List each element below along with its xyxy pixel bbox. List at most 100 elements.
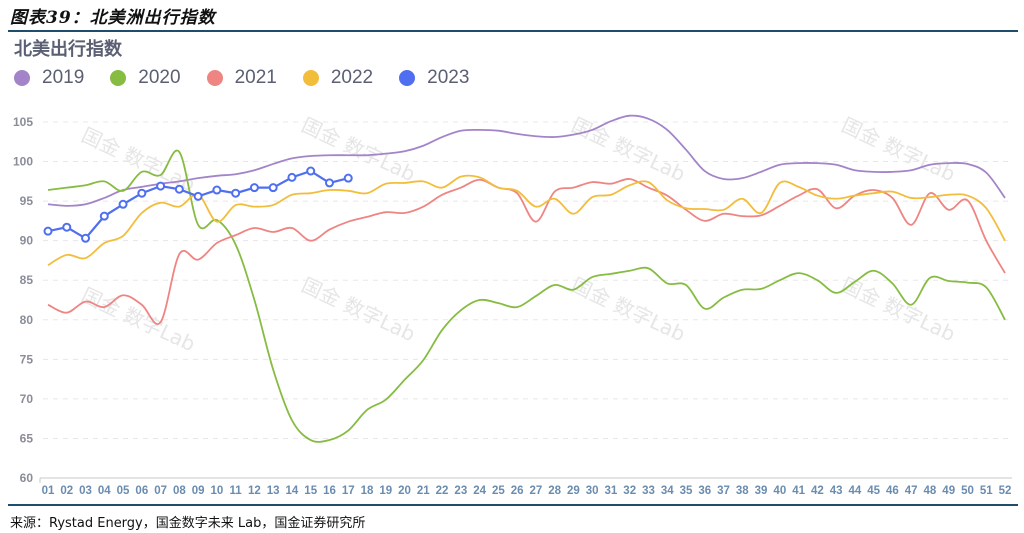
x-tick-label: 07 xyxy=(154,485,167,497)
legend-item-2023[interactable]: 2023 xyxy=(399,67,469,89)
x-tick-label: 14 xyxy=(286,485,299,497)
x-tick-label: 02 xyxy=(60,485,73,497)
x-tick-label: 31 xyxy=(605,485,618,497)
x-tick-label: 19 xyxy=(379,485,392,497)
x-tick-label: 22 xyxy=(436,485,449,497)
x-tick-label: 06 xyxy=(135,485,148,497)
x-tick-label: 40 xyxy=(773,485,786,497)
data-point-2023 xyxy=(268,183,278,193)
series-lines xyxy=(43,114,1006,443)
data-point-2023 xyxy=(43,226,53,236)
series-line-2021 xyxy=(47,178,1006,325)
x-tick-label: 37 xyxy=(717,485,730,497)
x-axis: 01 02 03 04 05 06 07 08 09 10 11 12 13 14 15 16 17 18 19 20… xyxy=(39,477,1012,497)
watermark: 国金 数字Lab xyxy=(298,273,419,347)
y-tick-label: 60 xyxy=(20,471,34,485)
y-tick-label: 65 xyxy=(20,431,34,445)
x-tick-label: 03 xyxy=(79,485,92,497)
legend-item-2020[interactable]: 2020 xyxy=(110,67,181,89)
x-tick-label: 50 xyxy=(961,485,974,497)
watermark: 国金 数字Lab xyxy=(838,113,959,187)
watermark: 国金 数字Lab xyxy=(568,113,689,187)
series-2023 xyxy=(43,166,353,243)
x-tick-label: 21 xyxy=(417,485,430,497)
data-point-2023 xyxy=(287,172,297,182)
legend-marker xyxy=(110,70,127,86)
legend-item-2021[interactable]: 2021 xyxy=(206,67,277,89)
y-tick-label: 95 xyxy=(20,194,34,208)
x-tick-label: 11 xyxy=(230,485,243,497)
gridlines xyxy=(43,121,1010,439)
x-tick-label: 47 xyxy=(905,485,918,497)
bottom-divider xyxy=(8,504,1018,506)
x-tick-label: 33 xyxy=(642,485,655,497)
x-tick-label: 12 xyxy=(248,485,261,497)
legend-marker xyxy=(302,70,319,86)
data-point-2023 xyxy=(62,222,72,232)
series-line-2020 xyxy=(47,149,1006,443)
series-2021 xyxy=(47,178,1006,325)
x-tick-label: 24 xyxy=(473,485,486,497)
data-point-2023 xyxy=(324,178,334,188)
legend-marker xyxy=(399,70,416,86)
data-point-2023 xyxy=(231,188,241,198)
x-tick-label: 44 xyxy=(848,485,861,497)
x-tick-label: 16 xyxy=(323,485,336,497)
x-tick-label: 51 xyxy=(980,485,993,497)
data-point-2023 xyxy=(118,199,128,209)
series-2020 xyxy=(47,149,1006,443)
x-tick-label: 27 xyxy=(529,485,542,497)
data-point-2023 xyxy=(81,233,91,243)
x-tick-label: 45 xyxy=(867,485,880,497)
x-tick-label: 20 xyxy=(398,485,411,497)
y-tick-label: 75 xyxy=(20,352,34,366)
legend-label: 2020 xyxy=(138,67,181,88)
data-point-2023 xyxy=(137,188,147,198)
chart-title: 北美出行指数 xyxy=(14,39,122,60)
x-tick-label: 41 xyxy=(792,485,805,497)
x-tick-label: 01 xyxy=(42,485,55,497)
top-divider xyxy=(8,30,1018,32)
x-tick-label: 25 xyxy=(492,485,505,497)
x-tick-label: 39 xyxy=(755,485,768,497)
x-tick-label: 36 xyxy=(698,485,711,497)
x-tick-label: 17 xyxy=(342,485,355,497)
x-tick-label: 23 xyxy=(454,485,467,497)
series-2019 xyxy=(47,114,1006,207)
data-point-2023 xyxy=(343,173,353,183)
x-tick-label: 42 xyxy=(811,485,824,497)
x-tick-label: 49 xyxy=(942,485,955,497)
legend: 2019 2020 2021 2022 2023 xyxy=(14,67,495,89)
x-tick-label: 30 xyxy=(586,485,599,497)
data-point-2023 xyxy=(193,191,203,201)
data-point-2023 xyxy=(306,166,316,176)
y-axis: 60 65 70 75 80 85 90 95 100 105 xyxy=(13,115,33,485)
legend-item-2022[interactable]: 2022 xyxy=(302,67,373,89)
x-tick-label: 04 xyxy=(98,485,111,497)
x-tick-label: 29 xyxy=(567,485,580,497)
x-tick-label: 09 xyxy=(192,485,205,497)
y-tick-label: 85 xyxy=(20,273,34,287)
y-tick-label: 70 xyxy=(20,392,34,406)
source-note: 来源：Rystad Energy，国金数字未来 Lab，国金证券研究所 xyxy=(10,516,366,531)
legend-marker xyxy=(14,70,30,86)
data-point-2023 xyxy=(249,183,259,193)
legend-marker xyxy=(206,70,223,86)
x-tick-label: 35 xyxy=(680,485,693,497)
data-point-2023 xyxy=(174,184,184,194)
x-tick-label: 52 xyxy=(999,485,1012,497)
x-tick-label: 28 xyxy=(548,485,561,497)
x-tick-label: 13 xyxy=(267,485,280,497)
y-tick-label: 105 xyxy=(13,115,33,129)
data-point-2023 xyxy=(156,181,166,191)
legend-item-2019[interactable]: 2019 xyxy=(14,67,84,89)
x-tick-label: 46 xyxy=(886,485,899,497)
legend-label: 2019 xyxy=(42,67,85,88)
x-tick-label: 05 xyxy=(117,485,130,497)
x-tick-label: 18 xyxy=(361,485,374,497)
x-tick-label: 26 xyxy=(511,485,524,497)
series-line-2022 xyxy=(47,174,1006,266)
x-tick-label: 34 xyxy=(661,485,674,497)
y-tick-label: 80 xyxy=(20,313,34,327)
x-tick-label: 10 xyxy=(210,485,223,497)
